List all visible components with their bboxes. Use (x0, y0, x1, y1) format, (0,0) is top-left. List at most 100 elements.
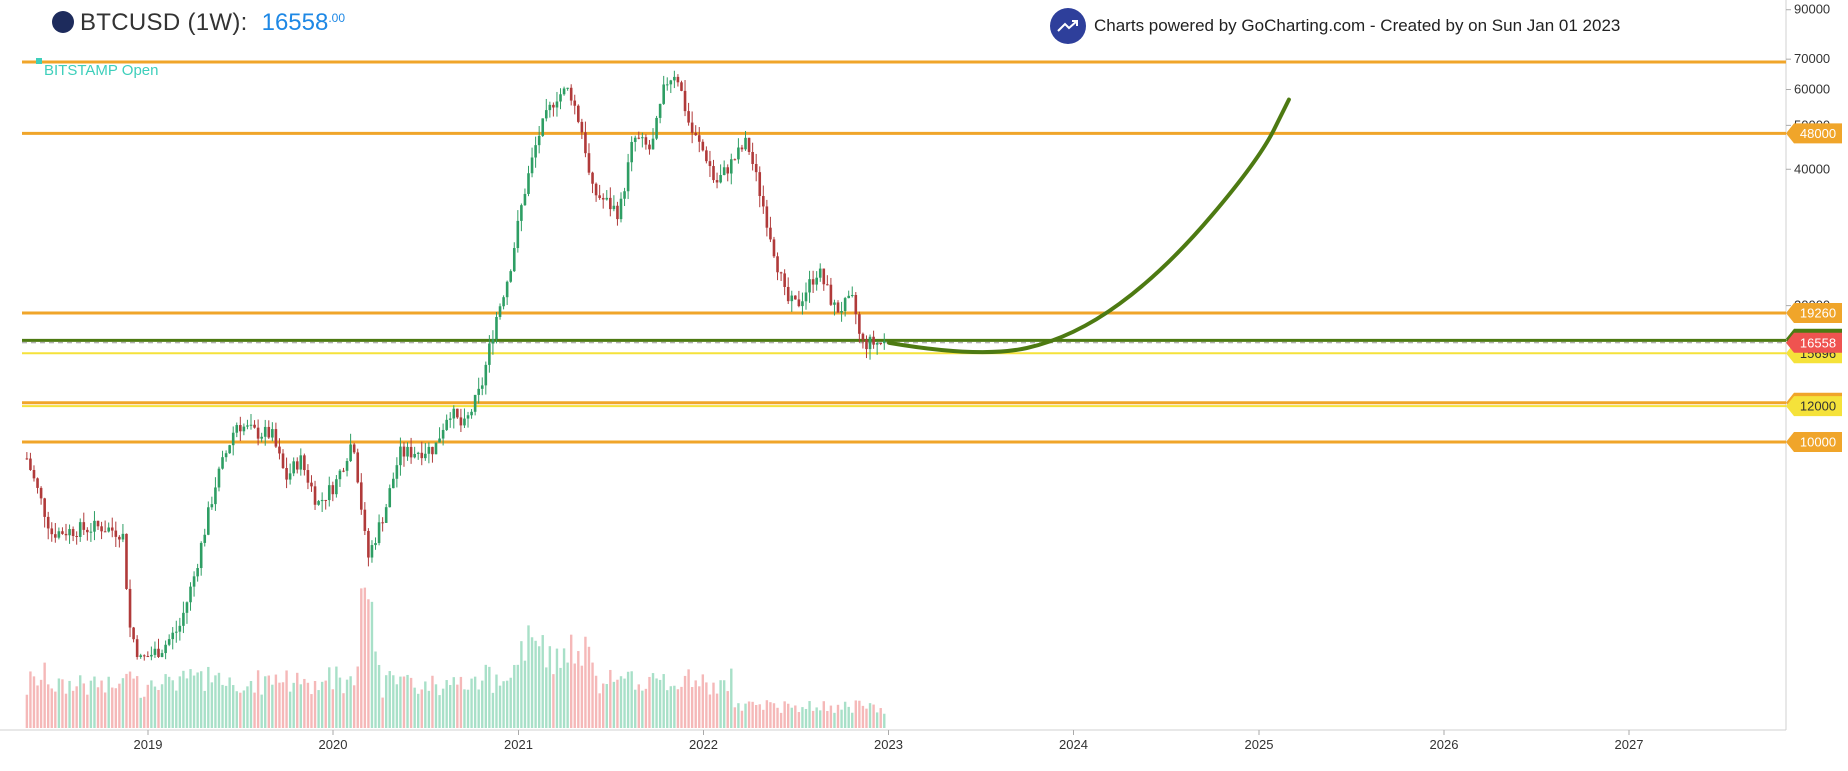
candle-body (242, 426, 246, 432)
volume-bar (712, 682, 715, 728)
candle-body (189, 586, 192, 603)
candle-body (210, 504, 214, 508)
candle-body (751, 151, 754, 164)
volume-bar (822, 701, 825, 728)
volume-bar (658, 679, 662, 728)
volume-bar (253, 692, 256, 728)
volume-bar (203, 690, 206, 728)
volume-bar (438, 695, 441, 728)
candle-body (548, 104, 552, 111)
volume-bar (303, 678, 306, 728)
candle-body (484, 364, 488, 386)
candle-body (527, 173, 530, 194)
candle-body (801, 301, 804, 307)
volume-bar (829, 705, 833, 728)
volume-bar (146, 684, 150, 728)
volume-bar (75, 686, 78, 728)
volume-bar (338, 677, 342, 728)
volume-bar (762, 709, 765, 728)
candle-body (246, 425, 249, 427)
volume-bar (477, 689, 480, 728)
volume-bar (634, 689, 637, 728)
candle-body (648, 144, 651, 150)
price-tag-label: 12000 (1800, 399, 1836, 414)
candle-body (157, 648, 160, 657)
volume-bar (128, 671, 132, 728)
volume-bar (875, 712, 879, 728)
candle-body (192, 576, 196, 587)
volume-bar (484, 664, 488, 728)
candle-body (221, 457, 224, 469)
candle-body (594, 183, 598, 196)
volume-bar (662, 674, 665, 728)
volume-bar (641, 690, 644, 728)
candle-body (352, 444, 356, 453)
volume-bar (224, 685, 228, 728)
candle-body (75, 535, 78, 537)
volume-bar (868, 703, 872, 728)
volume-bar (790, 707, 793, 728)
candle-body (744, 137, 747, 150)
volume-bar (708, 694, 712, 728)
volume-bar (82, 683, 85, 728)
volume-bar (819, 710, 822, 728)
candle-body (605, 197, 609, 200)
volume-bar (459, 676, 463, 728)
candle-body (829, 284, 833, 305)
candle-body (690, 122, 694, 133)
candle-body (726, 167, 730, 174)
candle-body (651, 138, 655, 150)
candle-body (680, 82, 683, 91)
candle-body (228, 445, 231, 454)
candle-body (729, 159, 733, 174)
candle-body (875, 343, 879, 345)
volume-bar (406, 674, 409, 728)
feed-label[interactable]: BITSTAMP Open (44, 62, 159, 79)
volume-bar (441, 688, 445, 728)
candle-body (402, 446, 406, 457)
volume-bar (100, 680, 103, 728)
candle-body (530, 157, 534, 174)
candle-body (267, 426, 271, 438)
candle-body (658, 103, 662, 118)
volume-bar (413, 687, 416, 728)
x-tick-label: 2022 (689, 737, 718, 752)
volume-bar (103, 692, 107, 728)
volume-bar (388, 671, 391, 728)
volume-bar (356, 666, 359, 728)
volume-bar (747, 701, 751, 728)
candle-body (100, 526, 103, 532)
volume-bar (609, 669, 612, 728)
candle-body (715, 180, 719, 183)
candle-body (427, 446, 431, 454)
candle-body (441, 429, 445, 439)
volume-bar (541, 635, 544, 728)
y-tick-label: 90000 (1794, 2, 1830, 17)
volume-bar (847, 706, 850, 728)
candlesticks (25, 70, 886, 661)
volume-bar (858, 700, 861, 728)
candle-body (25, 458, 29, 460)
volume-bar (669, 686, 673, 728)
volume-bar (317, 690, 320, 728)
volume-bar (687, 669, 690, 728)
volume-bar (683, 675, 687, 728)
volume-bar (111, 687, 114, 728)
volume-bar (758, 704, 761, 728)
candle-body (128, 588, 132, 628)
candle-body (505, 281, 509, 298)
candle-body (779, 272, 783, 274)
candle-body (335, 479, 338, 495)
volume-bar (630, 671, 633, 728)
candle-body (167, 639, 171, 645)
candle-body (655, 117, 658, 139)
price-tag-bg (1786, 303, 1842, 324)
volume-bar (157, 689, 160, 728)
volume-bar (509, 677, 512, 728)
volume-bar (57, 678, 61, 728)
candle-body (424, 453, 427, 459)
candle-body (71, 529, 75, 536)
candle-body (669, 80, 673, 85)
symbol-label[interactable]: BTCUSD (1W): (80, 9, 248, 36)
volume-bar (701, 674, 705, 728)
